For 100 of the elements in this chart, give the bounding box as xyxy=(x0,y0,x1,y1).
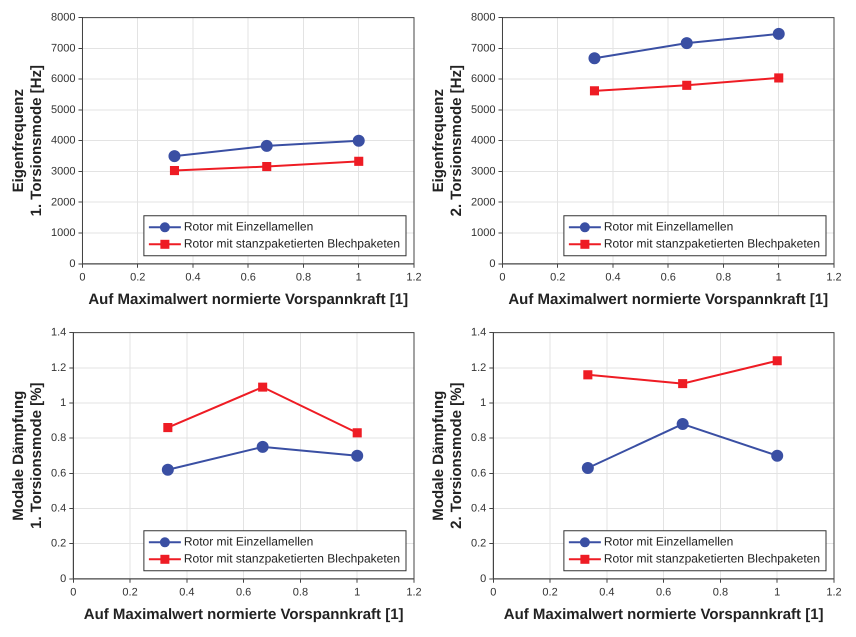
y-tick-label: 4000 xyxy=(50,134,76,147)
point xyxy=(772,28,785,40)
y-tick-label: 1.4 xyxy=(470,326,486,339)
y-tick-label: 5000 xyxy=(50,104,76,116)
x-axis-title: Auf Maximalwert normierte Vorspannkraft [1] xyxy=(504,606,824,624)
y-tick-label: 7000 xyxy=(50,42,76,54)
point xyxy=(582,462,594,474)
point xyxy=(676,418,689,430)
y-tick-label: 4000 xyxy=(470,134,496,147)
legend-label: Rotor mit stanzpaketierten Blechpaketen xyxy=(604,236,820,251)
point xyxy=(351,450,364,462)
x-tick-label: 0.6 xyxy=(236,586,252,598)
y-tick-label: 0.6 xyxy=(50,467,66,480)
x-tick-label: 0 xyxy=(499,271,506,284)
y-tick-label: 6000 xyxy=(470,73,496,86)
point xyxy=(352,428,362,438)
point xyxy=(590,86,600,96)
x-tick-label: 1 xyxy=(776,271,782,284)
y-tick-label: 8000 xyxy=(470,12,496,24)
y-tick-label: 0.8 xyxy=(470,432,486,444)
y-tick-label: 1.2 xyxy=(50,362,66,374)
x-tick-label: 1 xyxy=(354,586,360,598)
y-tick-label: 8000 xyxy=(50,12,76,24)
x-tick-label: 0.6 xyxy=(240,271,256,284)
legend-label: Rotor mit Einzellamellen xyxy=(604,220,734,234)
x-tick-label: 0.8 xyxy=(712,586,728,598)
point xyxy=(583,370,592,380)
x-tick-label: 0.8 xyxy=(296,271,312,284)
x-tick-label: 0.2 xyxy=(122,586,138,598)
y-axis-title: Modale Dämpfung 1. Torsionsmode [%] xyxy=(10,382,46,529)
y-tick-label: 0 xyxy=(69,258,76,270)
y-tick-label: 0.8 xyxy=(50,432,66,444)
y-tick-label: 1 xyxy=(480,396,486,409)
y-tick-label: 6000 xyxy=(50,73,76,86)
legend-label: Rotor mit Einzellamellen xyxy=(184,534,314,549)
x-axis-title: Auf Maximalwert normierte Vorspannkraft [1] xyxy=(88,291,408,308)
point xyxy=(588,52,600,64)
legend-label: Rotor mit stanzpaketierten Blechpaketen xyxy=(184,552,400,566)
x-tick-label: 0.4 xyxy=(599,586,615,598)
x-tick-label: 0.2 xyxy=(130,271,146,284)
point xyxy=(168,150,180,162)
x-axis-title: Auf Maximalwert normierte Vorspannkraft [1] xyxy=(508,291,828,308)
point xyxy=(256,440,269,453)
y-tick-label: 1.2 xyxy=(470,362,486,374)
legend-label: Rotor mit stanzpaketierten Blechpaketen xyxy=(604,552,820,566)
y-tick-label: 0 xyxy=(60,572,66,585)
legend-label: Rotor mit Einzellamellen xyxy=(184,220,314,234)
y-tick-label: 3000 xyxy=(50,166,76,178)
y-axis-title: Modale Dämpfung 2. Torsionsmode [%] xyxy=(430,382,466,529)
y-tick-label: 0.4 xyxy=(50,502,66,514)
x-tick-label: 0.4 xyxy=(179,586,195,598)
x-tick-label: 0.4 xyxy=(185,271,201,284)
y-tick-label: 2000 xyxy=(50,196,76,208)
y-tick-label: 5000 xyxy=(470,104,496,116)
y-tick-label: 3000 xyxy=(470,166,496,178)
x-tick-label: 0.2 xyxy=(542,586,558,598)
x-tick-label: 1 xyxy=(774,586,780,598)
x-tick-label: 1.2 xyxy=(406,271,422,284)
y-tick-label: 0.6 xyxy=(470,467,486,480)
point xyxy=(260,140,273,152)
x-tick-label: 1.2 xyxy=(826,586,842,598)
x-tick-label: 0.6 xyxy=(660,271,676,284)
x-tick-label: 0.8 xyxy=(716,271,732,284)
point xyxy=(162,464,174,476)
point xyxy=(262,162,272,172)
x-tick-label: 0 xyxy=(79,271,86,284)
y-tick-label: 0.4 xyxy=(470,502,486,514)
x-tick-label: 1.2 xyxy=(406,586,422,598)
point xyxy=(170,166,180,176)
point xyxy=(772,356,782,366)
y-tick-label: 0.2 xyxy=(50,538,66,550)
y-tick-label: 7000 xyxy=(470,42,496,54)
x-tick-label: 0.2 xyxy=(550,271,566,284)
y-tick-label: 0.2 xyxy=(470,538,486,550)
point xyxy=(352,134,365,147)
y-tick-label: 1000 xyxy=(470,227,496,240)
point xyxy=(354,156,364,166)
x-tick-label: 1.2 xyxy=(826,271,842,284)
y-tick-label: 2000 xyxy=(470,196,496,208)
y-axis-title: Eigenfrequenz 2. Torsionsmode [Hz] xyxy=(430,64,466,216)
x-tick-label: 0.8 xyxy=(292,586,308,598)
x-axis-title: Auf Maximalwert normierte Vorspannkraft [1] xyxy=(84,606,404,624)
point xyxy=(163,423,172,432)
point xyxy=(771,450,784,462)
point xyxy=(680,37,693,50)
x-tick-label: 0.4 xyxy=(605,271,621,284)
point xyxy=(678,379,688,388)
y-tick-label: 1000 xyxy=(50,227,76,240)
y-tick-label: 1.4 xyxy=(50,326,66,339)
y-tick-label: 0 xyxy=(489,258,496,270)
point xyxy=(258,382,268,392)
x-tick-label: 0.6 xyxy=(656,586,672,598)
point xyxy=(774,73,784,82)
y-tick-label: 0 xyxy=(480,572,486,585)
y-axis-title: Eigenfrequenz 1. Torsionsmode [Hz] xyxy=(10,64,46,216)
point xyxy=(682,80,692,90)
legend-label: Rotor mit Einzellamellen xyxy=(604,534,734,549)
x-tick-label: 1 xyxy=(356,271,362,284)
y-tick-label: 1 xyxy=(60,396,66,409)
legend-label: Rotor mit stanzpaketierten Blechpaketen xyxy=(184,236,400,251)
